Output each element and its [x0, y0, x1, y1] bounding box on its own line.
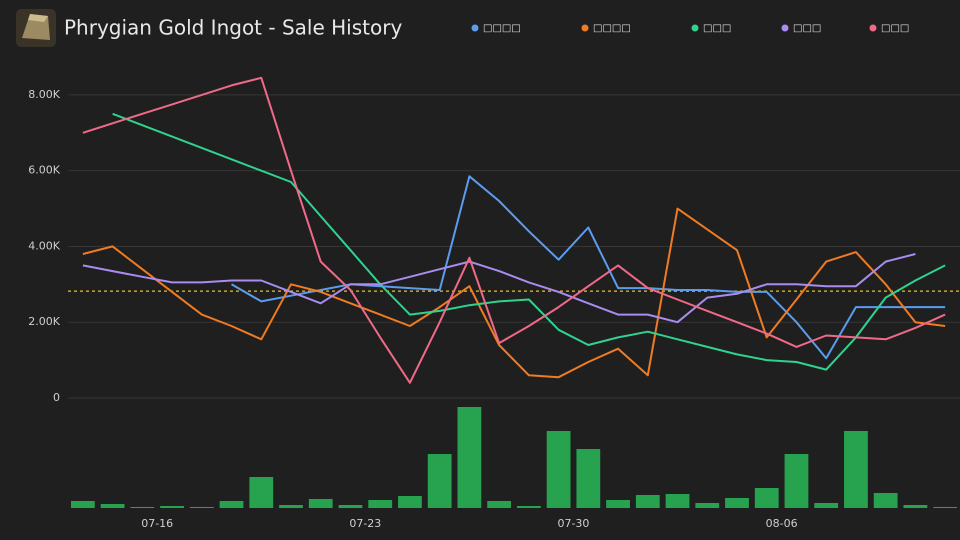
volume-bar — [189, 507, 214, 508]
volume-bar — [100, 504, 125, 508]
volume-bar — [516, 506, 541, 508]
volume-bar — [546, 431, 571, 508]
volume-bar — [368, 500, 393, 508]
volume-bar — [844, 431, 868, 508]
series-line — [82, 253, 916, 324]
legend-label: □□□□ — [593, 23, 631, 34]
volume-bar — [130, 507, 155, 508]
y-tick-label: 0 — [53, 391, 60, 404]
volume-bar — [279, 505, 303, 508]
volume-bar — [219, 501, 244, 508]
volume-bar — [665, 494, 690, 508]
y-tick-label: 2.00K — [28, 315, 60, 328]
volume-bar — [754, 488, 779, 508]
volume-bar — [814, 503, 839, 508]
volume-bar — [70, 501, 95, 508]
series-line — [82, 76, 946, 384]
legend-label: □□□ — [703, 23, 731, 34]
x-tick-label: 08-06 — [766, 517, 798, 530]
volume-bar — [873, 493, 898, 508]
y-tick-label: 8.00K — [28, 88, 60, 101]
volume-bar — [725, 498, 749, 508]
legend-label: □□□□ — [483, 23, 521, 34]
y-tick-label: 4.00K — [28, 239, 60, 252]
series-line — [82, 207, 946, 379]
legend-marker — [691, 24, 699, 32]
x-tick-label: 07-30 — [557, 517, 589, 530]
volume-bar — [695, 503, 720, 508]
legend-marker — [781, 24, 789, 32]
volume-bar — [487, 501, 512, 508]
y-tick-label: 6.00K — [28, 164, 60, 177]
volume-bar — [457, 407, 482, 508]
series-line — [112, 112, 946, 371]
legend-label: □□□ — [881, 23, 909, 34]
volume-bar — [576, 449, 601, 508]
item-icon — [16, 9, 56, 47]
volume-bar — [635, 495, 660, 508]
volume-bar — [427, 454, 452, 508]
x-tick-label: 07-23 — [349, 517, 381, 530]
volume-bar — [606, 500, 630, 508]
volume-bar — [249, 477, 274, 508]
chart-title: Phrygian Gold Ingot - Sale History — [64, 16, 402, 40]
legend-marker — [869, 24, 877, 32]
volume-bar — [398, 496, 422, 508]
volume-bar — [160, 506, 184, 508]
volume-bar — [784, 454, 809, 508]
volume-bar — [308, 499, 333, 508]
legend-marker — [471, 24, 479, 32]
volume-bar — [933, 507, 958, 508]
x-tick-label: 07-16 — [141, 517, 173, 530]
legend-label: □□□ — [793, 23, 821, 34]
volume-bar — [338, 505, 363, 508]
legend-marker — [581, 24, 589, 32]
volume-bar — [903, 505, 928, 508]
